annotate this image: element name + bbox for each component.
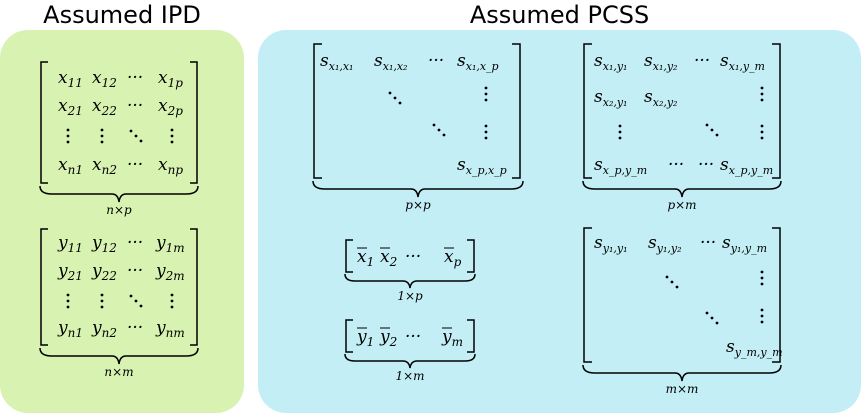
matrix-entry: y12 [91, 233, 117, 255]
matrix-entry: sy_m,y_m [726, 337, 783, 359]
dims-label: m×m [666, 382, 699, 396]
matrix-entry: sx₂,y₂ [644, 87, 677, 109]
dims-label: n×m [104, 365, 133, 379]
matrix-entry: x22 [92, 96, 117, 118]
matrix-entry: sx₁,y₁ [594, 51, 627, 73]
matrix-entry: yn1 [57, 318, 83, 340]
dims-label: p×p [405, 198, 431, 212]
matrix-entry: sx₁,x_p [457, 51, 499, 73]
pcss-cov-x-matrix: sx₁,x₁ sx₁,x₂ ··· sx₁,x_p sx_p,x_p p×p [312, 43, 524, 212]
matrix-entry: sx_p,y_m [720, 155, 773, 177]
matrix-entry: ··· [127, 68, 143, 88]
matrix-entry: sx₁,y₂ [644, 51, 677, 73]
matrix-entry: sy₁,y₁ [594, 233, 627, 255]
dims-label: 1×m [395, 369, 424, 383]
matrix-entry: x11 [58, 68, 83, 90]
matrix-entry: ··· [127, 155, 143, 175]
matrix-entry: y11 [57, 233, 83, 255]
matrix-entry: x2p [158, 96, 183, 118]
matrix-entry: y2m [155, 261, 185, 283]
ipd-x-matrix: x11 x12 ··· x1p x21 x22 ··· x2p xn1 xn2 … [39, 61, 199, 217]
pcss-mean-x-vector: x1 x2 ··· xp 1×p [344, 239, 476, 303]
matrix-entry: sy₁,y_m [722, 233, 767, 255]
matrix-entry: xn2 [92, 155, 117, 177]
matrix-entry: x21 [58, 96, 83, 118]
matrix-entry: ··· [428, 51, 444, 71]
pcss-panel [258, 30, 861, 413]
dims-label: p×m [667, 198, 696, 212]
matrix-entry: x1 [357, 247, 374, 269]
matrix-entry: sx₁,x₁ [320, 51, 353, 73]
dims-label: n×p [106, 203, 132, 217]
matrix-entry: ··· [698, 155, 714, 175]
matrix-entry: sx₁,x₂ [374, 51, 407, 73]
matrix-entry: ym [441, 327, 463, 349]
matrix-entry: y2 [379, 327, 397, 349]
dims-label: 1×p [397, 289, 423, 303]
matrix-entry: sx_p,x_p [457, 155, 507, 177]
matrix-entry: sy₁,y₂ [648, 233, 681, 255]
pcss-heading: Assumed PCSS [469, 1, 650, 29]
pcss-cov-y-matrix: sy₁,y₁ sy₁,y₂ ··· sy₁,y_m sy_m,y_m m×m [582, 227, 783, 396]
matrix-entry: x1p [158, 68, 183, 90]
matrix-entry: ynm [155, 318, 185, 340]
matrix-entry: yn2 [91, 318, 117, 340]
matrix-entry: y21 [57, 261, 83, 283]
matrix-entry: ··· [694, 51, 710, 71]
matrix-entry: y1 [356, 327, 374, 349]
matrix-entry: ··· [127, 233, 143, 253]
matrix-entry: ··· [127, 261, 143, 281]
ipd-y-matrix: y11 y12 ··· y1m y21 y22 ··· y2m yn1 yn2 … [39, 228, 199, 379]
matrix-entry: ··· [127, 96, 143, 116]
matrix-entry: y22 [91, 261, 117, 283]
pcss-cov-xy-matrix: sx₁,y₁ sx₁,y₂ ··· sx₁,y_m sx₂,y₁ sx₂,y₂ … [582, 43, 782, 212]
matrix-entry: ··· [127, 318, 143, 338]
matrix-entry: ··· [700, 233, 716, 253]
matrix-entry: sx₂,y₁ [594, 87, 627, 109]
matrix-entry: xn1 [58, 155, 83, 177]
ipd-heading: Assumed IPD [43, 1, 201, 29]
matrix-entry: xp [444, 247, 462, 269]
matrix-entry: sx_p,y_m [594, 155, 647, 177]
matrix-entry: y1m [155, 233, 185, 255]
matrix-entry: sx₁,y_m [720, 51, 765, 73]
matrix-entry: x12 [92, 68, 117, 90]
matrix-entry: ··· [405, 327, 421, 347]
matrix-entry: ··· [668, 155, 684, 175]
matrix-entry: xnp [158, 155, 183, 177]
matrix-entry: x2 [380, 247, 397, 269]
matrix-entry: ··· [405, 247, 421, 267]
pcss-mean-y-vector: y1 y2 ··· ym 1×m [344, 319, 476, 383]
